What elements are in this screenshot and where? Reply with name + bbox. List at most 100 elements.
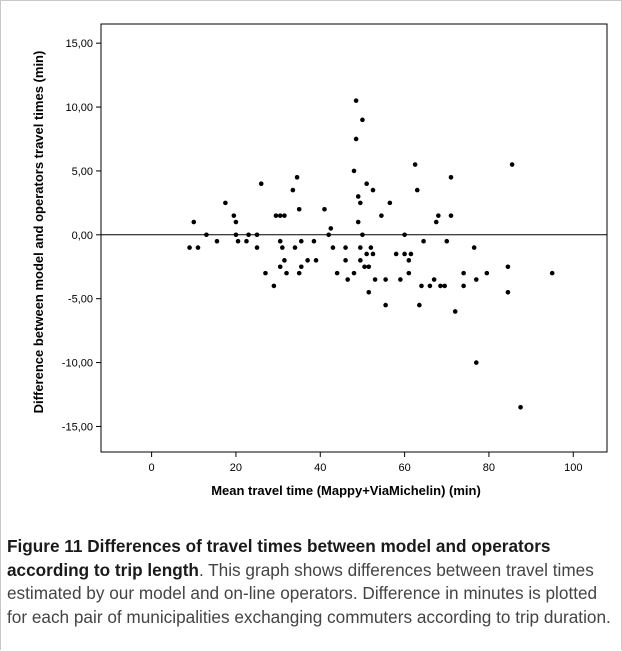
- data-point: [345, 277, 350, 282]
- data-point: [277, 238, 283, 244]
- data-point: [292, 245, 298, 250]
- data-point: [191, 219, 197, 225]
- data-point: [431, 277, 437, 282]
- data-point: [393, 251, 399, 257]
- data-point: [417, 302, 422, 308]
- data-point: [379, 213, 384, 218]
- y-axis-label: Difference between model and operators t…: [31, 51, 46, 414]
- data-point: [448, 213, 454, 218]
- y-tick-label: 10,00: [65, 102, 93, 114]
- x-tick-label: 0: [149, 462, 155, 474]
- data-point: [326, 232, 332, 238]
- data-point: [358, 258, 363, 263]
- data-point: [364, 251, 369, 257]
- data-point: [358, 245, 363, 250]
- data-point: [473, 360, 479, 365]
- data-point: [438, 283, 443, 289]
- data-point: [360, 117, 365, 123]
- data-point: [244, 238, 249, 244]
- data-point: [461, 270, 466, 276]
- data-point: [549, 270, 555, 276]
- data-point: [505, 264, 511, 270]
- data-point: [518, 404, 523, 410]
- data-point: [484, 270, 490, 276]
- data-point: [353, 136, 359, 142]
- data-point: [427, 283, 433, 289]
- figure-description: . This graph shows differences between t…: [7, 559, 611, 627]
- data-point: [277, 264, 283, 270]
- data-point: [383, 302, 388, 308]
- data-point: [322, 206, 327, 212]
- data-point: [461, 283, 466, 289]
- data-point: [368, 245, 374, 250]
- data-point: [448, 175, 454, 180]
- data-point: [355, 194, 361, 199]
- data-point: [406, 258, 412, 263]
- data-point: [414, 187, 420, 193]
- data-point: [284, 270, 289, 276]
- data-point: [505, 289, 511, 295]
- data-point: [509, 162, 515, 167]
- data-point: [258, 181, 264, 187]
- data-point: [280, 245, 285, 250]
- x-axis-label: Mean travel time (Mappy+ViaMichelin) (mi…: [211, 483, 481, 498]
- data-point: [360, 232, 365, 238]
- data-point: [263, 270, 268, 276]
- x-tick-label: 100: [564, 462, 582, 474]
- y-tick-label: 15,00: [65, 38, 93, 50]
- data-point: [358, 200, 363, 206]
- data-point: [383, 277, 388, 282]
- data-point: [296, 270, 302, 276]
- data-point: [353, 98, 359, 103]
- data-point: [195, 245, 201, 250]
- data-point: [398, 277, 403, 282]
- data-point: [442, 283, 447, 289]
- data-point: [271, 283, 277, 289]
- data-point: [233, 232, 239, 238]
- data-point: [408, 251, 414, 257]
- data-point: [412, 162, 418, 167]
- data-point: [305, 258, 310, 263]
- data-point: [364, 181, 369, 187]
- data-point: [233, 219, 239, 225]
- data-point: [362, 264, 367, 270]
- x-tick-label: 40: [314, 462, 326, 474]
- y-axis: 15,00 10,00 5,00 0,00 -5,00 -10,00 -15,00: [62, 38, 101, 433]
- data-point: [370, 251, 376, 257]
- x-axis: 0 20 40 60 80 100: [149, 452, 582, 474]
- data-point: [351, 168, 357, 174]
- data-point: [204, 232, 209, 238]
- data-point: [294, 175, 300, 180]
- data-point: [277, 213, 283, 218]
- data-point: [214, 238, 220, 244]
- data-point: [311, 238, 317, 244]
- data-point: [334, 270, 340, 276]
- data-point: [366, 264, 372, 270]
- data-point: [187, 245, 192, 250]
- plot-area: [100, 23, 608, 453]
- data-point: [330, 245, 336, 250]
- data-point: [313, 258, 319, 263]
- data-point: [282, 213, 287, 218]
- y-tick-label: 0,00: [72, 230, 93, 242]
- data-point: [473, 277, 479, 282]
- data-point: [298, 238, 304, 244]
- data-point: [254, 245, 260, 250]
- data-point: [387, 200, 393, 206]
- data-point: [433, 219, 439, 225]
- data-point: [282, 258, 287, 263]
- data-point: [235, 238, 241, 244]
- x-tick-label: 60: [398, 462, 410, 474]
- data-point: [444, 238, 450, 244]
- data-point: [471, 245, 477, 250]
- data-point: [452, 309, 458, 314]
- data-point: [436, 213, 441, 218]
- data-point: [246, 232, 251, 238]
- data-point: [351, 270, 357, 276]
- data-point: [421, 238, 426, 244]
- data-point: [372, 277, 378, 282]
- figure-label: Figure 11: [7, 536, 83, 556]
- y-tick-label: -10,00: [62, 358, 93, 370]
- figure-title: Differences of travel times between mode…: [7, 536, 551, 580]
- data-point: [296, 206, 302, 212]
